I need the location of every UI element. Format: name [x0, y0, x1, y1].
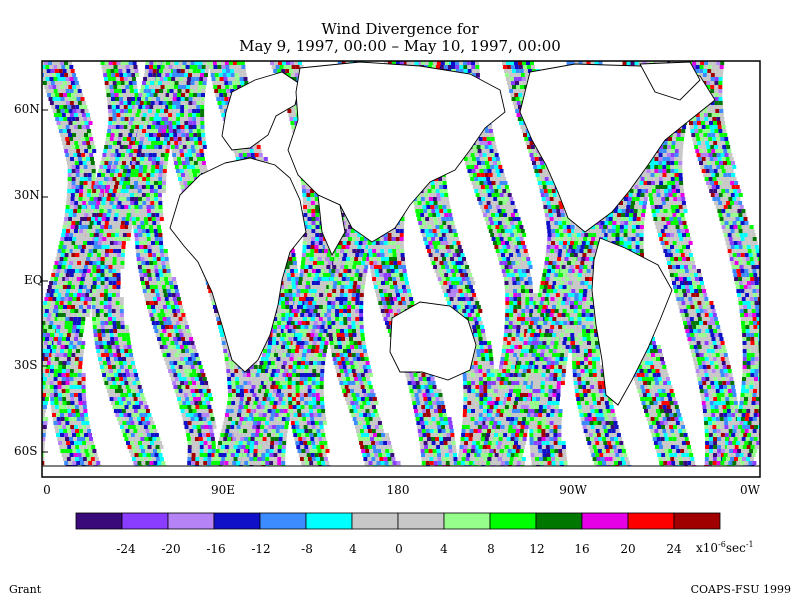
colorbar-label: 16 — [574, 542, 590, 556]
colorbar-units: x10-6sec-1 — [696, 540, 754, 555]
greenland-landmass — [639, 61, 701, 101]
colorbar-label: 20 — [620, 542, 636, 556]
lat-label-eq: EQ — [24, 273, 43, 287]
colorbar-label: -20 — [161, 542, 181, 556]
colorbar-label: -12 — [251, 542, 271, 556]
colorbar-swatch — [121, 512, 169, 530]
units-exponent: -6 — [718, 540, 726, 549]
lat-ticks — [42, 109, 48, 453]
colorbar-swatch — [627, 512, 675, 530]
antarctica-landmass — [42, 465, 760, 477]
lat-label-30s: 30S — [14, 358, 38, 372]
colorbar-swatch — [259, 512, 307, 530]
colorbar-label: 4 — [349, 542, 357, 556]
colorbar-label: 4 — [440, 542, 448, 556]
colorbar-swatch — [535, 512, 583, 530]
colorbar-label: 0 — [395, 542, 403, 556]
colorbar-label: -24 — [116, 542, 136, 556]
colorbar-label: -16 — [206, 542, 226, 556]
units-sec: sec — [725, 541, 746, 555]
colorbar-swatch — [443, 512, 491, 530]
colorbar-swatch — [489, 512, 537, 530]
lon-label-90e: 90E — [210, 483, 236, 497]
colorbar-swatch — [167, 512, 215, 530]
lon-label-0: 0 — [43, 483, 51, 497]
colorbar-label: -8 — [301, 542, 313, 556]
lon-label-180: 180 — [386, 483, 410, 497]
colorbar — [75, 512, 721, 530]
map-border — [41, 60, 761, 478]
colorbar-label: 8 — [487, 542, 495, 556]
asia-landmass — [287, 61, 506, 243]
europe-landmass — [221, 71, 301, 151]
continents — [42, 61, 760, 477]
colorbar-swatch — [305, 512, 353, 530]
colorbar-label: 12 — [529, 542, 545, 556]
author-credit: Grant — [9, 583, 42, 596]
units-prefix: x10 — [696, 541, 719, 555]
colorbar-swatch — [213, 512, 261, 530]
colorbar-swatch — [351, 512, 399, 530]
india-landmass — [317, 194, 346, 257]
colorbar-swatch — [581, 512, 629, 530]
colorbar-swatch — [673, 512, 721, 530]
lon-label-0w: 0W — [740, 483, 760, 497]
map-title-line2: May 9, 1997, 00:00 – May 10, 1997, 00:00 — [239, 37, 561, 55]
australia-landmass — [389, 301, 477, 381]
units-exponent-2: -1 — [745, 540, 754, 549]
africa-landmass — [169, 157, 307, 373]
lat-label-60n: 60N — [14, 102, 40, 116]
institution-credit: COAPS-FSU 1999 — [690, 583, 791, 596]
colorbar-label: 24 — [666, 542, 682, 556]
lon-label-90w: 90W — [559, 483, 587, 497]
map-title-line1: Wind Divergence for — [321, 20, 479, 38]
south-america-landmass — [591, 237, 673, 406]
colorbar-swatch — [397, 512, 445, 530]
colorbar-swatch — [75, 512, 123, 530]
lat-label-60s: 60S — [14, 444, 38, 458]
lat-label-30n: 30N — [14, 188, 40, 202]
